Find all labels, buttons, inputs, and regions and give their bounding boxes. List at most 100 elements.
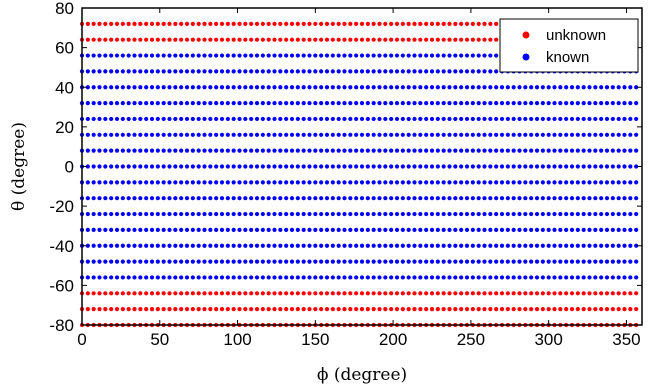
data-point-known bbox=[295, 85, 300, 90]
data-point-known bbox=[348, 275, 353, 280]
data-point-known bbox=[628, 148, 633, 153]
data-point-known bbox=[144, 69, 149, 74]
data-point-known bbox=[558, 180, 563, 185]
data-point-known bbox=[254, 85, 260, 90]
data-point-known bbox=[377, 227, 382, 232]
data-point-known bbox=[406, 101, 411, 106]
data-point-unknown bbox=[482, 291, 487, 296]
data-point-known bbox=[494, 211, 499, 217]
data-point-known bbox=[284, 196, 289, 201]
data-point-known bbox=[272, 259, 277, 264]
data-point-known bbox=[149, 180, 155, 185]
data-point-known bbox=[307, 164, 312, 169]
data-point-unknown bbox=[254, 37, 260, 42]
data-point-known bbox=[109, 148, 114, 153]
data-point-unknown bbox=[447, 307, 452, 312]
data-point-known bbox=[138, 243, 143, 248]
legend-marker-unknown bbox=[522, 31, 530, 39]
data-point-unknown bbox=[301, 291, 306, 296]
data-point-unknown bbox=[429, 307, 435, 312]
data-point-known bbox=[575, 243, 580, 248]
data-point-known bbox=[149, 211, 155, 217]
data-point-unknown bbox=[161, 307, 166, 312]
data-point-known bbox=[342, 69, 347, 74]
data-point-unknown bbox=[459, 21, 464, 26]
data-point-known bbox=[243, 275, 248, 280]
data-point-known bbox=[120, 259, 125, 264]
data-point-known bbox=[354, 275, 359, 280]
data-point-known bbox=[208, 211, 213, 217]
data-point-known bbox=[85, 116, 90, 122]
data-point-unknown bbox=[342, 307, 347, 312]
data-point-known bbox=[441, 148, 446, 153]
data-point-known bbox=[190, 85, 195, 90]
data-point-known bbox=[616, 211, 621, 217]
data-point-known bbox=[406, 132, 411, 137]
data-point-known bbox=[394, 227, 400, 232]
data-point-known bbox=[91, 85, 96, 90]
data-point-known bbox=[120, 180, 125, 185]
data-point-known bbox=[249, 196, 254, 201]
data-point-known bbox=[254, 53, 260, 58]
data-point-known bbox=[237, 180, 242, 185]
data-point-known bbox=[534, 116, 540, 122]
data-point-known bbox=[441, 116, 446, 122]
data-point-known bbox=[488, 196, 493, 201]
data-point-known bbox=[202, 69, 207, 74]
data-point-known bbox=[593, 148, 598, 153]
data-point-known bbox=[243, 180, 248, 185]
data-point-known bbox=[278, 275, 283, 280]
data-point-unknown bbox=[394, 291, 400, 296]
data-point-known bbox=[313, 132, 318, 137]
data-point-known bbox=[441, 227, 446, 232]
data-point-unknown bbox=[359, 307, 365, 312]
data-point-known bbox=[225, 164, 230, 169]
data-point-known bbox=[616, 164, 621, 169]
tick-labels-layer: 0 50 100 150 200 250 300 350-80-60-40-200204060… bbox=[49, 0, 640, 349]
data-point-known bbox=[558, 148, 563, 153]
data-point-known bbox=[202, 243, 207, 248]
data-point-known bbox=[604, 227, 610, 232]
data-point-known bbox=[424, 69, 429, 74]
data-point-known bbox=[389, 259, 394, 264]
data-point-known bbox=[319, 275, 324, 280]
data-point-known bbox=[155, 211, 160, 217]
data-point-known bbox=[266, 116, 271, 122]
data-point-known bbox=[237, 101, 242, 106]
data-point-known bbox=[85, 196, 90, 201]
data-point-known bbox=[424, 259, 429, 264]
data-point-known bbox=[558, 275, 563, 280]
data-point-known bbox=[523, 85, 528, 90]
data-point-known bbox=[301, 211, 306, 217]
data-point-known bbox=[552, 211, 557, 217]
data-point-known bbox=[569, 85, 575, 90]
data-point-known bbox=[511, 85, 516, 90]
data-point-known bbox=[184, 148, 190, 153]
data-point-unknown bbox=[190, 21, 195, 26]
data-point-known bbox=[424, 116, 429, 122]
data-point-known bbox=[610, 85, 615, 90]
data-point-known bbox=[453, 69, 458, 74]
data-point-known bbox=[441, 259, 446, 264]
data-point-known bbox=[91, 148, 96, 153]
data-point-known bbox=[459, 243, 464, 248]
data-point-unknown bbox=[447, 291, 452, 296]
data-point-known bbox=[190, 148, 195, 153]
data-point-known bbox=[109, 101, 114, 106]
legend-box bbox=[499, 18, 639, 73]
data-point-known bbox=[529, 275, 534, 280]
data-point-known bbox=[476, 116, 481, 122]
data-point-known bbox=[459, 259, 464, 264]
data-point-known bbox=[494, 227, 499, 232]
data-point-known bbox=[628, 101, 633, 106]
data-point-known bbox=[482, 164, 487, 169]
data-point-known bbox=[114, 132, 120, 137]
data-point-known bbox=[593, 164, 598, 169]
data-point-known bbox=[429, 196, 435, 201]
data-point-known bbox=[476, 275, 481, 280]
data-point-known bbox=[219, 196, 225, 201]
data-point-unknown bbox=[552, 291, 557, 296]
data-point-known bbox=[371, 69, 376, 74]
data-point-known bbox=[564, 211, 569, 217]
